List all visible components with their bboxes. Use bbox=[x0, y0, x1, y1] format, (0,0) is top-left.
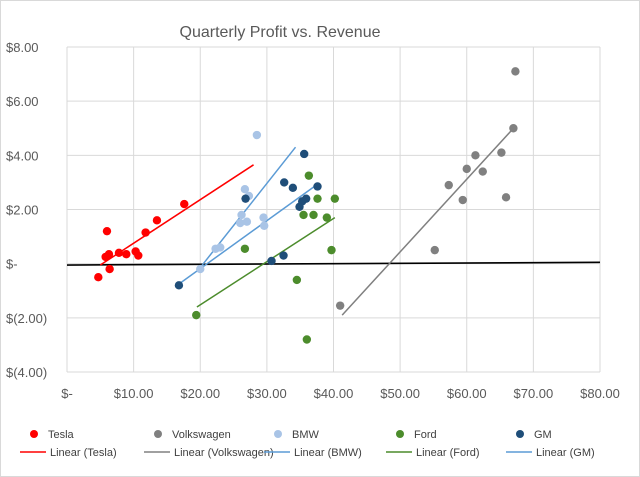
legend-marker-ford bbox=[396, 430, 404, 438]
point-ford bbox=[240, 244, 250, 253]
x-tick-label: $50.00 bbox=[380, 386, 420, 401]
point-ford bbox=[299, 210, 308, 220]
x-tick-label: $80.00 bbox=[580, 386, 620, 401]
chart-title: Quarterly Profit vs. Revenue bbox=[180, 24, 381, 41]
point-gm bbox=[301, 194, 311, 203]
x-tick-label: $30.00 bbox=[247, 386, 287, 401]
y-tick-label: $6.00 bbox=[6, 94, 39, 109]
legend: Tesla Volkswagen BMW Ford GM Linear (Tesla) Li… bbox=[20, 429, 595, 459]
legend-label-tesla: Tesla bbox=[48, 429, 75, 441]
x-tick-label: $10.00 bbox=[114, 386, 154, 401]
point-gm bbox=[174, 281, 184, 290]
legend-marker-gm bbox=[516, 430, 524, 438]
legend-label-ford: Ford bbox=[414, 429, 437, 441]
point-bmw bbox=[216, 243, 225, 252]
point-volkswagen bbox=[335, 301, 345, 310]
point-tesla bbox=[94, 273, 103, 282]
point-ford bbox=[313, 194, 322, 203]
point-bmw bbox=[196, 264, 205, 274]
legend-label-volkswagen: Volkswagen bbox=[172, 429, 231, 441]
point-volkswagen bbox=[462, 164, 471, 174]
point-ford bbox=[304, 171, 314, 180]
point-gm bbox=[241, 194, 250, 203]
point-bmw bbox=[240, 184, 250, 194]
point-ford bbox=[327, 245, 336, 255]
y-tick-label: $8.00 bbox=[6, 40, 39, 55]
point-bmw bbox=[252, 130, 262, 140]
point-tesla bbox=[114, 248, 124, 258]
point-gm bbox=[299, 149, 309, 159]
point-tesla bbox=[134, 251, 143, 260]
y-tick-label: $- bbox=[6, 257, 18, 272]
x-tick-label: $40.00 bbox=[314, 386, 354, 401]
point-bmw bbox=[260, 221, 269, 230]
point-bmw bbox=[236, 218, 245, 228]
x-tick-label: $60.00 bbox=[447, 386, 487, 401]
point-volkswagen bbox=[478, 167, 487, 176]
legend-label-gm: GM bbox=[534, 429, 552, 441]
point-gm bbox=[279, 178, 289, 187]
point-volkswagen bbox=[430, 245, 439, 255]
point-bmw bbox=[259, 213, 268, 222]
point-volkswagen bbox=[501, 193, 511, 202]
point-gm bbox=[288, 183, 298, 193]
point-gm bbox=[313, 182, 322, 191]
legend-line-label: Linear (Ford) bbox=[416, 447, 480, 459]
trendline-ford bbox=[196, 216, 336, 308]
legend-line-label: Linear (BMW) bbox=[294, 447, 362, 459]
legend-line-label: Linear (Tesla) bbox=[50, 447, 117, 459]
trendline-volkswagen bbox=[341, 126, 516, 316]
legend-marker-volkswagen bbox=[154, 430, 162, 438]
point-gm bbox=[267, 256, 276, 266]
overall-trendline bbox=[66, 261, 601, 266]
point-volkswagen bbox=[497, 148, 506, 157]
y-tick-label: $4.00 bbox=[6, 148, 39, 163]
point-volkswagen bbox=[511, 67, 520, 76]
point-tesla bbox=[104, 249, 114, 259]
point-ford bbox=[330, 194, 340, 203]
point-volkswagen bbox=[444, 180, 453, 190]
point-ford bbox=[292, 275, 302, 285]
point-gm bbox=[279, 251, 288, 260]
point-tesla bbox=[180, 199, 189, 209]
data-points bbox=[94, 67, 520, 344]
legend-label-bmw: BMW bbox=[292, 429, 320, 441]
axes: $- $10.00 $20.00 $30.00 $40.00 $50.00 $60.00 $7… bbox=[6, 40, 620, 401]
point-ford bbox=[192, 310, 201, 320]
point-volkswagen bbox=[471, 151, 480, 160]
x-tick-label: $70.00 bbox=[513, 386, 553, 401]
point-tesla bbox=[152, 216, 162, 225]
point-tesla bbox=[102, 226, 112, 236]
point-volkswagen bbox=[458, 195, 467, 205]
y-tick-label: $(4.00) bbox=[6, 365, 47, 380]
y-tick-label: $2.00 bbox=[6, 203, 39, 218]
point-bmw bbox=[242, 217, 252, 226]
x-tick-label: $20.00 bbox=[180, 386, 220, 401]
point-volkswagen bbox=[509, 124, 518, 133]
point-ford bbox=[309, 210, 318, 220]
x-tick-label: $- bbox=[61, 386, 73, 401]
point-ford bbox=[322, 213, 332, 222]
legend-line-label: Linear (Volkswagen) bbox=[174, 447, 274, 459]
legend-line-label: Linear (GM) bbox=[536, 447, 595, 459]
point-bmw bbox=[237, 210, 246, 220]
point-tesla bbox=[122, 249, 131, 259]
point-tesla bbox=[141, 228, 150, 237]
trendline-tesla bbox=[99, 164, 254, 266]
point-tesla bbox=[105, 264, 114, 274]
point-ford bbox=[302, 335, 312, 344]
legend-marker-tesla bbox=[30, 430, 38, 438]
legend-marker-bmw bbox=[274, 430, 282, 438]
y-tick-label: $(2.00) bbox=[6, 311, 47, 326]
